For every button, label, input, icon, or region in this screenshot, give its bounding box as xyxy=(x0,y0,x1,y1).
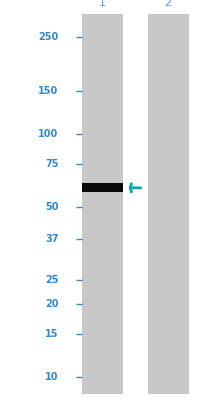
Text: 50: 50 xyxy=(45,202,58,212)
Bar xyxy=(147,14,188,394)
Text: 20: 20 xyxy=(45,298,58,308)
Bar xyxy=(82,14,122,394)
Text: 37: 37 xyxy=(45,234,58,244)
Text: 10: 10 xyxy=(45,372,58,382)
Text: 100: 100 xyxy=(38,128,58,138)
Text: 15: 15 xyxy=(45,329,58,339)
Text: 25: 25 xyxy=(45,275,58,285)
Text: 250: 250 xyxy=(38,32,58,42)
Text: 75: 75 xyxy=(45,159,58,169)
Text: 2: 2 xyxy=(164,0,171,8)
Text: 150: 150 xyxy=(38,86,58,96)
Text: 1: 1 xyxy=(99,0,105,8)
Bar xyxy=(82,183,122,192)
